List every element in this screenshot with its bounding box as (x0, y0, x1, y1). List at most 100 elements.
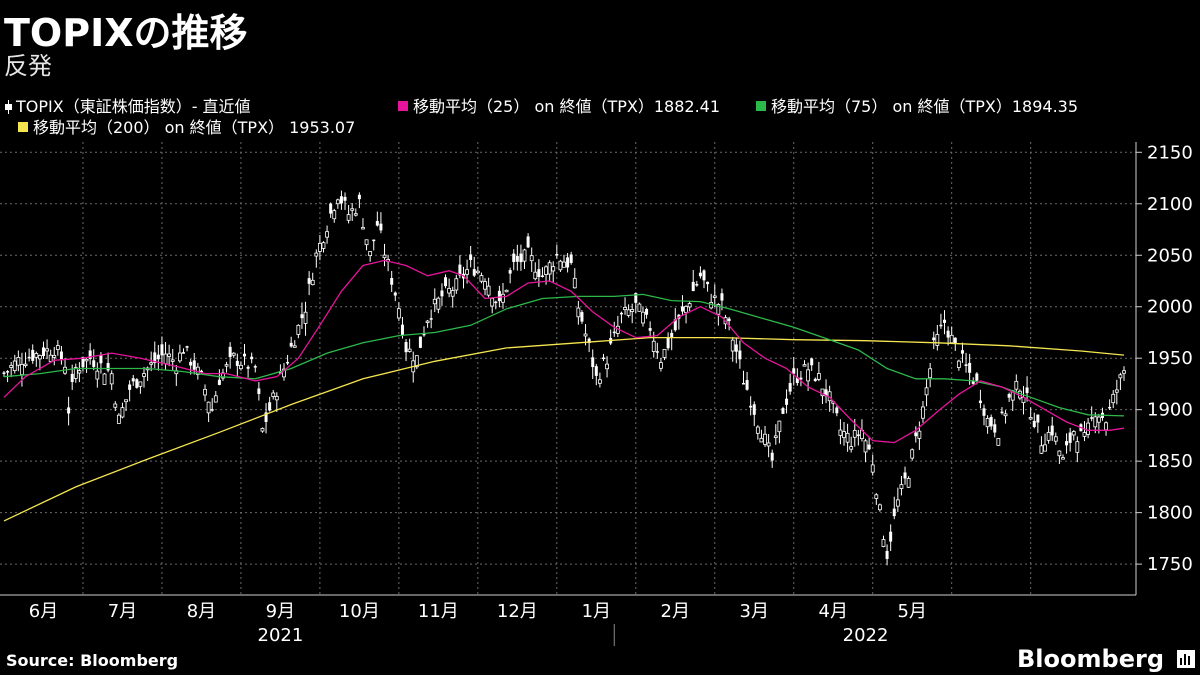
candle-body (1096, 416, 1101, 423)
candle-body (185, 346, 189, 348)
candle-body (519, 253, 523, 263)
candle-body (852, 430, 857, 438)
candle-body (562, 261, 566, 268)
candle-body (153, 352, 157, 364)
ma75-line (3, 293, 1125, 417)
source-note: Source: Bloomberg (6, 651, 179, 670)
candle-body (512, 253, 516, 263)
candle-body (1093, 416, 1098, 428)
candle-body (849, 446, 854, 450)
candle-body (1075, 441, 1080, 453)
candle-body (566, 257, 570, 268)
candle-body (167, 353, 172, 357)
candle-body (555, 254, 559, 256)
candle-body (88, 350, 92, 359)
candle-body (648, 328, 652, 331)
candle-body (1111, 393, 1116, 404)
candle-body (189, 361, 193, 366)
candle-body (777, 420, 782, 433)
candle-body (246, 366, 250, 369)
candle-body (816, 373, 821, 380)
candle-body (810, 358, 814, 366)
candle-body (680, 306, 684, 312)
candle-body (695, 283, 699, 286)
candle-body (921, 406, 925, 419)
candle-body (698, 272, 702, 277)
candle-body (645, 308, 649, 315)
candle-body (655, 351, 659, 353)
candle-body (450, 290, 455, 297)
candle-body (773, 435, 778, 438)
candle-body (282, 368, 286, 378)
candle-body (924, 387, 929, 396)
candle-body (1068, 432, 1072, 443)
candle-body (31, 349, 35, 361)
candle-body (102, 373, 107, 385)
candle-body (975, 373, 979, 381)
candle-body (1000, 411, 1004, 414)
candle-body (113, 403, 118, 408)
swatch-icon (18, 122, 28, 132)
x-tick-label: 2月 (661, 601, 690, 622)
candle-body (361, 227, 365, 230)
candle-body (1086, 422, 1091, 435)
candle-body (213, 395, 218, 403)
candle-body (390, 278, 394, 285)
candle-body (6, 371, 10, 373)
candle-body (838, 429, 843, 436)
candle-body (1053, 436, 1058, 442)
candle-body (400, 324, 404, 336)
candle-body (626, 309, 631, 316)
y-tick-label: 1800 (1147, 503, 1193, 524)
candle-body (630, 309, 635, 312)
axes: 1750 1800 1850 1900 1950 2000 2050 2100 2150 6月 7月… (0, 142, 1193, 646)
candle-body (375, 220, 379, 226)
candle-body (867, 444, 871, 450)
candle-body (755, 426, 760, 434)
candle-body (160, 344, 164, 356)
candle-body (48, 354, 53, 362)
candle-body (734, 344, 738, 352)
candle-body (27, 356, 31, 359)
candle-body (335, 199, 340, 205)
x-tick-label: 3月 (740, 601, 769, 622)
candle-body (594, 366, 598, 376)
x-tick-label: 1月 (582, 601, 611, 622)
candle-body (303, 311, 308, 324)
candle-body (576, 307, 581, 318)
candle-body (350, 208, 355, 211)
candle-body (271, 392, 276, 397)
candle-body (321, 242, 326, 249)
y-tick-label: 2050 (1147, 245, 1193, 266)
candle-body (537, 269, 541, 277)
candle-body (526, 236, 530, 248)
candle-body (55, 345, 60, 350)
candle-body (34, 353, 39, 358)
candle-body (659, 362, 663, 369)
price-series (2, 190, 1126, 566)
y-tick-label: 1750 (1147, 554, 1193, 575)
candle-body (447, 288, 452, 294)
candle-body (1025, 387, 1029, 394)
candle-body (274, 396, 279, 401)
candle-body (432, 298, 437, 305)
candle-body (971, 380, 975, 384)
candle-body (569, 254, 573, 263)
candle-body (662, 348, 667, 358)
candle-body (619, 312, 623, 315)
candle-body (670, 332, 674, 339)
x-tick-label: 6月 (29, 601, 58, 622)
candle-body (368, 251, 373, 257)
candle-body (73, 367, 78, 379)
candle-body (770, 452, 774, 461)
candle-body (41, 347, 45, 357)
candle-body (684, 305, 688, 314)
candle-body (346, 214, 351, 221)
candle-body (2, 372, 6, 374)
candle-body (206, 401, 211, 414)
candle-body (479, 275, 484, 282)
legend-label: 移動平均（200） on 終値（TPX） 1953.07 (33, 118, 356, 137)
candle-body (637, 303, 642, 312)
candle-body (203, 388, 207, 396)
